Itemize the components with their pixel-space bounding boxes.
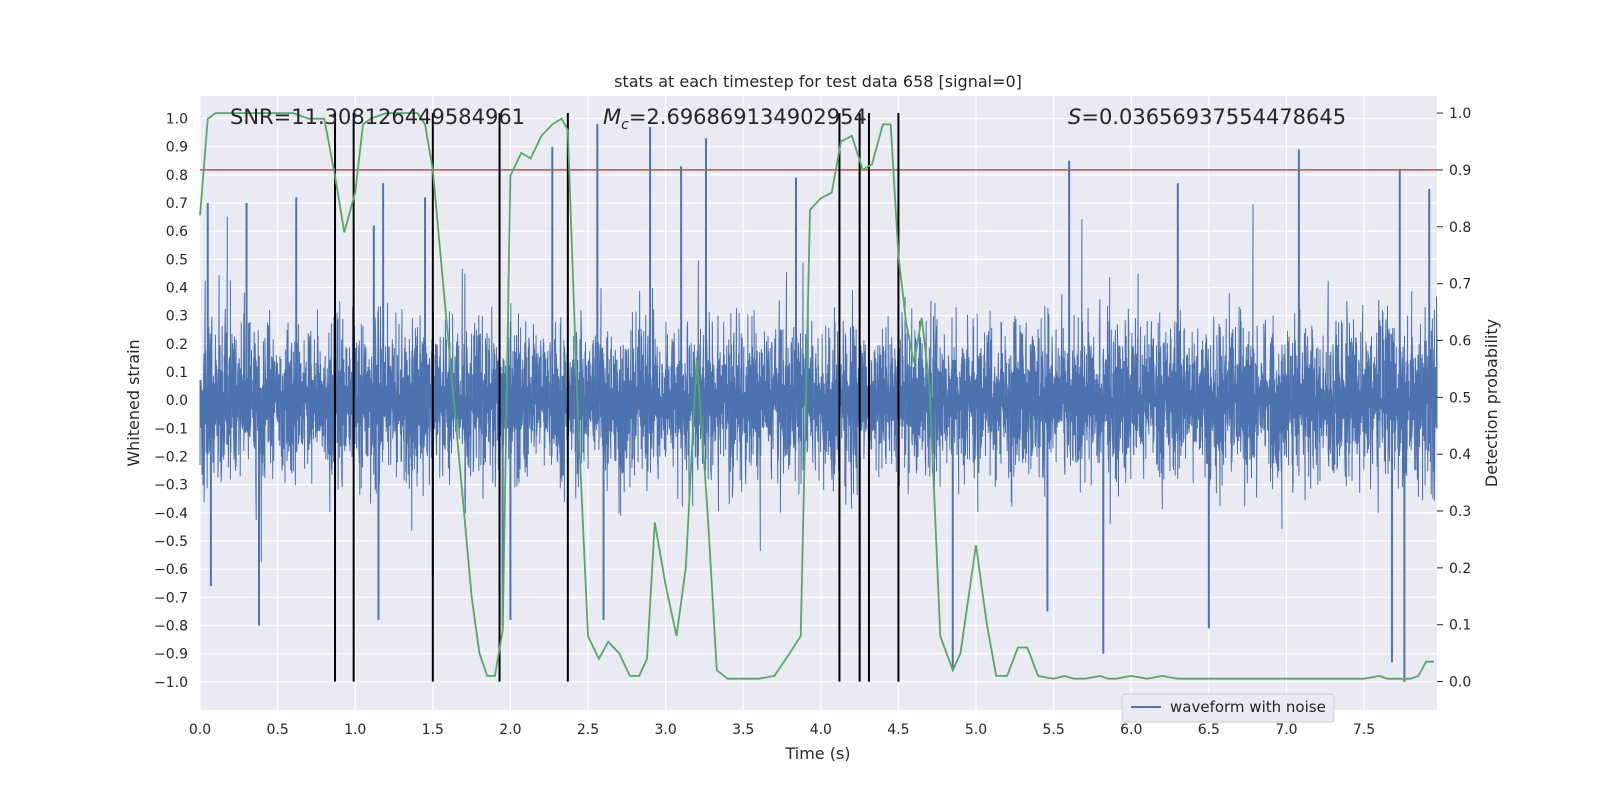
x-tick-label: 2.5 (577, 722, 599, 738)
x-tick-label: 5.5 (1043, 722, 1065, 738)
x-axis-label: Time (s) (784, 744, 850, 763)
y-tick-label: −0.5 (154, 534, 188, 550)
y-right-tick-label: 0.9 (1449, 163, 1471, 179)
s-value: =0.03656937554478645 (1081, 105, 1346, 129)
y-tick-label: 1.0 (166, 112, 188, 128)
y-tick-label: 0.2 (166, 337, 188, 353)
legend: waveform with noise (1121, 693, 1335, 723)
y-tick-label: −0.3 (154, 478, 188, 494)
y-tick-label: 0.6 (166, 224, 188, 240)
y-right-tick-label: 0.5 (1449, 390, 1471, 406)
y-right-tick-label: 0.7 (1449, 277, 1471, 293)
spin-annotation: S=0.03656937554478645 (1068, 105, 1346, 129)
y-tick-label: −1.0 (154, 675, 188, 691)
x-tick-label: 1.5 (422, 722, 444, 738)
waveform-noise-line (199, 204, 1438, 563)
y-right-tick-label: 0.2 (1449, 561, 1471, 577)
x-tick-label: 1.0 (344, 722, 366, 738)
detection-probability-series (199, 112, 1434, 680)
y-tick-label: −0.8 (154, 619, 188, 635)
legend-box (1121, 693, 1335, 723)
y-tick-label: 0.8 (166, 168, 188, 184)
x-tick-label: 3.5 (732, 722, 754, 738)
y-tick-label: −0.6 (154, 562, 188, 578)
x-tick-label: 0.0 (189, 722, 211, 738)
y-axis-label: Whitened strain (124, 339, 143, 466)
y-tick-label: 0.7 (166, 196, 188, 212)
y-tick-label: 0.5 (166, 252, 188, 268)
legend-label: waveform with noise (1170, 698, 1326, 716)
y-tick-label: −0.4 (154, 506, 188, 522)
y-tick-label: −0.7 (154, 590, 188, 606)
y-right-tick-label: 1.0 (1449, 106, 1471, 122)
x-tick-labels: 0.0 0.5 1.0 1.5 2.0 2.5 3.0 3.5 4.0 4.5 5.0 5.5 6.0 6… (189, 722, 1375, 738)
y-right-tick-labels: 1.0 0.9 0.8 0.7 0.6 0.5 0.4 0.3 0.2 0.1 0.0 (1437, 106, 1471, 691)
y-tick-label: 0.1 (166, 365, 188, 381)
chirp-mass-annotation: Mc=2.696869134902954 (603, 105, 867, 133)
y-right-tick-label: 0.4 (1449, 447, 1471, 463)
snr-annotation: SNR=11.308126449584961 (230, 105, 525, 129)
y-right-tick-label: 0.1 (1449, 618, 1471, 634)
y-tick-label: 0.9 (166, 140, 188, 156)
y-right-tick-label: 0.6 (1449, 333, 1471, 349)
mc-value: =2.696869134902954 (629, 105, 867, 129)
mc-symbol: M (603, 105, 621, 129)
detection-probability-line (199, 112, 1434, 680)
y-tick-label: 0.0 (166, 393, 188, 409)
x-tick-label: 7.0 (1275, 722, 1297, 738)
y-tick-label: 0.4 (166, 281, 188, 297)
chart-title: stats at each timestep for test data 658… (614, 72, 1022, 91)
y-tick-label: −0.2 (154, 450, 188, 466)
s-symbol: S (1068, 105, 1081, 129)
vertical-markers (334, 113, 900, 682)
y-tick-label: −0.1 (154, 421, 188, 437)
y-tick-label: −0.9 (154, 647, 188, 663)
x-tick-label: 5.0 (965, 722, 987, 738)
x-tick-label: 3.0 (654, 722, 676, 738)
x-tick-label: 4.5 (887, 722, 909, 738)
y-right-axis-label: Detection probability (1482, 319, 1501, 487)
x-tick-label: 7.5 (1353, 722, 1375, 738)
y-right-tick-label: 0.0 (1449, 675, 1471, 691)
y-right-tick-label: 0.8 (1449, 220, 1471, 236)
y-right-tick-label: 0.3 (1449, 504, 1471, 520)
mc-subscript: c (621, 117, 629, 133)
x-tick-label: 6.0 (1120, 722, 1142, 738)
x-tick-label: 2.0 (499, 722, 521, 738)
y-tick-labels: 1.0 0.9 0.8 0.7 0.6 0.5 0.4 0.3 0.2 0.1 0.0 −0.1 −0.… (154, 112, 188, 691)
x-tick-label: 4.0 (810, 722, 832, 738)
x-tick-label: 6.5 (1198, 722, 1220, 738)
y-tick-label: 0.3 (166, 309, 188, 325)
x-tick-label: 0.5 (266, 722, 288, 738)
